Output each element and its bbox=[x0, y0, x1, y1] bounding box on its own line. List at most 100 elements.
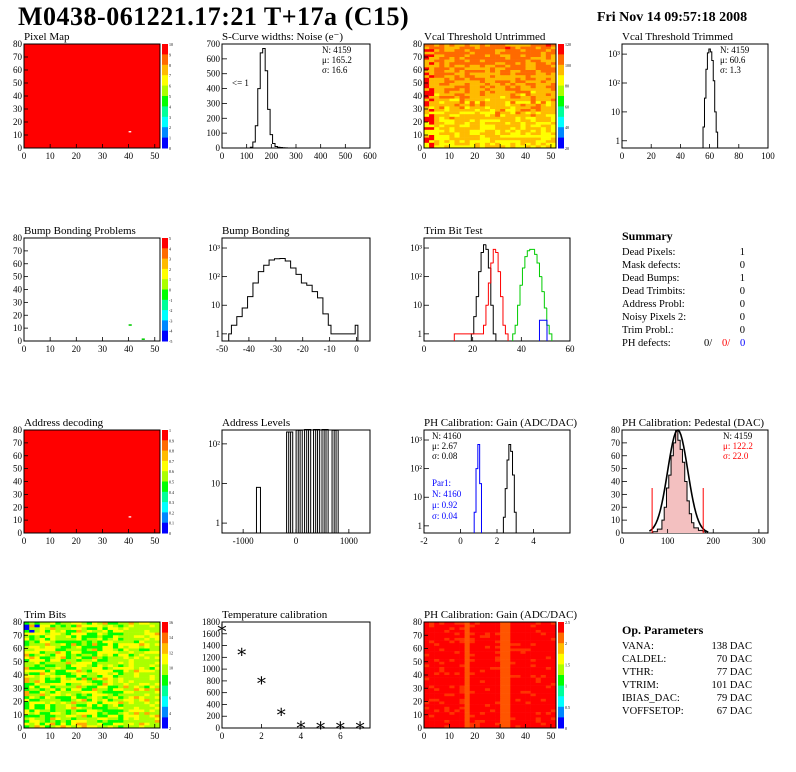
heatmap-cell bbox=[515, 93, 521, 97]
heatmap-cell bbox=[464, 690, 470, 694]
heatmap-cell bbox=[535, 135, 542, 138]
heatmap-cell bbox=[510, 80, 516, 84]
heatmap-cell bbox=[525, 101, 531, 105]
heatmap-cell bbox=[128, 640, 135, 644]
heatmap-cell bbox=[434, 103, 440, 107]
heatmap-cell bbox=[500, 44, 506, 47]
heatmap-cell bbox=[434, 651, 440, 655]
y-tick-label: 30 bbox=[611, 489, 621, 499]
heatmap-cell bbox=[469, 635, 476, 639]
heatmap-cell bbox=[29, 659, 35, 663]
heatmap-cell bbox=[474, 688, 481, 692]
heatmap-cell bbox=[107, 664, 114, 668]
heatmap-cell bbox=[29, 688, 35, 692]
x-tick-label: -2 bbox=[420, 536, 428, 546]
heatmap-cell bbox=[490, 64, 496, 68]
heatmap-cell bbox=[76, 680, 82, 684]
heatmap-cell bbox=[535, 103, 542, 107]
heatmap-cell bbox=[454, 704, 460, 708]
heatmap-cell bbox=[112, 680, 119, 684]
heatmap-cell bbox=[520, 140, 526, 144]
heatmap-cell bbox=[520, 725, 526, 729]
heatmap-cell bbox=[530, 96, 536, 99]
x-tick-label: 40 bbox=[124, 731, 134, 741]
heatmap-cell bbox=[495, 109, 501, 112]
heatmap-cell bbox=[510, 70, 516, 73]
heatmap-cell bbox=[454, 83, 460, 86]
heatmap-cell bbox=[510, 127, 516, 131]
heatmap-cell bbox=[474, 72, 481, 76]
heatmap-cell bbox=[439, 137, 445, 141]
heatmap-cell bbox=[71, 709, 77, 713]
heatmap-cell bbox=[424, 57, 430, 60]
heatmap-cell bbox=[81, 693, 88, 697]
heatmap-cell bbox=[449, 114, 455, 118]
heatmap-cell bbox=[92, 627, 98, 631]
heatmap-cell bbox=[545, 677, 552, 681]
heatmap-cell bbox=[429, 62, 435, 66]
heatmap-cell bbox=[459, 720, 465, 723]
heatmap-cell bbox=[24, 635, 30, 639]
heatmap-cell bbox=[464, 44, 470, 47]
heatmap-cell bbox=[60, 672, 67, 676]
heatmap-cell bbox=[510, 59, 516, 63]
heatmap-cell bbox=[525, 656, 531, 660]
heatmap-cell bbox=[449, 124, 455, 128]
heatmap-cell bbox=[474, 119, 481, 123]
heatmap-cell bbox=[550, 96, 557, 99]
heatmap-cell bbox=[540, 67, 547, 71]
heatmap-cell bbox=[454, 632, 460, 636]
heatmap-cell bbox=[540, 127, 547, 131]
heatmap-cell bbox=[29, 669, 35, 673]
heatmap-cell bbox=[500, 709, 506, 713]
heatmap-cell bbox=[459, 106, 465, 110]
palette-band bbox=[558, 127, 564, 139]
heatmap-cell bbox=[434, 645, 440, 649]
heatmap-cell bbox=[495, 677, 501, 681]
heatmap-cell bbox=[454, 637, 460, 641]
heatmap-cell bbox=[474, 629, 481, 633]
heatmap-cell bbox=[429, 648, 435, 652]
heatmap-cell bbox=[540, 712, 547, 716]
heatmap-cell bbox=[444, 675, 450, 678]
heatmap-cell bbox=[34, 693, 40, 697]
heatmap-cell bbox=[469, 640, 476, 644]
heatmap-cell bbox=[50, 701, 56, 705]
y-tick-label: 600 bbox=[207, 688, 221, 698]
heatmap-cell bbox=[128, 656, 135, 660]
heatmap-cell bbox=[540, 111, 547, 115]
heatmap-cell bbox=[469, 651, 476, 655]
heatmap-cell bbox=[439, 648, 445, 652]
heatmap-cell bbox=[118, 669, 124, 673]
heatmap-cell bbox=[520, 119, 526, 123]
y-tick-label: 40 bbox=[13, 670, 23, 680]
heatmap-cell bbox=[530, 75, 536, 79]
heatmap-cell bbox=[102, 648, 108, 652]
palette-label: 2 bbox=[169, 125, 171, 130]
heatmap-cell bbox=[464, 722, 470, 726]
heatmap-cell bbox=[540, 720, 547, 723]
heatmap-cell bbox=[520, 635, 526, 639]
heatmap-cell bbox=[139, 632, 145, 636]
heatmap-cell bbox=[449, 622, 455, 625]
heatmap-cell bbox=[479, 627, 486, 631]
heatmap-cell bbox=[454, 67, 460, 71]
heatmap-cell bbox=[112, 659, 119, 663]
heatmap-cell bbox=[71, 648, 77, 652]
heatmap-cell bbox=[434, 98, 440, 102]
heatmap-cell bbox=[530, 664, 536, 668]
heatmap-cell bbox=[449, 70, 455, 73]
heatmap-cell bbox=[139, 704, 145, 708]
heatmap-cell bbox=[530, 103, 536, 107]
heatmap-cell bbox=[530, 680, 536, 684]
y-tick-label: 10³ bbox=[208, 243, 220, 253]
heatmap-cell bbox=[39, 651, 46, 655]
heatmap-cell bbox=[71, 664, 77, 668]
palette-band bbox=[162, 310, 168, 321]
y-tick-label: 80 bbox=[413, 39, 423, 49]
heatmap-cell bbox=[44, 667, 51, 670]
heatmap-cell bbox=[535, 643, 542, 647]
heatmap-cell bbox=[525, 712, 531, 716]
heatmap-cell bbox=[112, 717, 119, 721]
